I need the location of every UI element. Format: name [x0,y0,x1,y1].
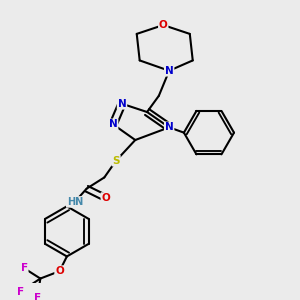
Text: N: N [109,119,118,129]
Text: N: N [118,99,126,109]
Text: HN: HN [67,197,83,207]
Text: O: O [55,266,64,276]
Text: O: O [159,20,168,30]
Text: N: N [165,122,173,132]
Text: S: S [112,156,120,166]
Text: F: F [17,287,24,297]
Text: F: F [34,293,41,300]
Text: O: O [101,193,110,203]
Text: N: N [165,66,173,76]
Text: F: F [21,263,28,273]
